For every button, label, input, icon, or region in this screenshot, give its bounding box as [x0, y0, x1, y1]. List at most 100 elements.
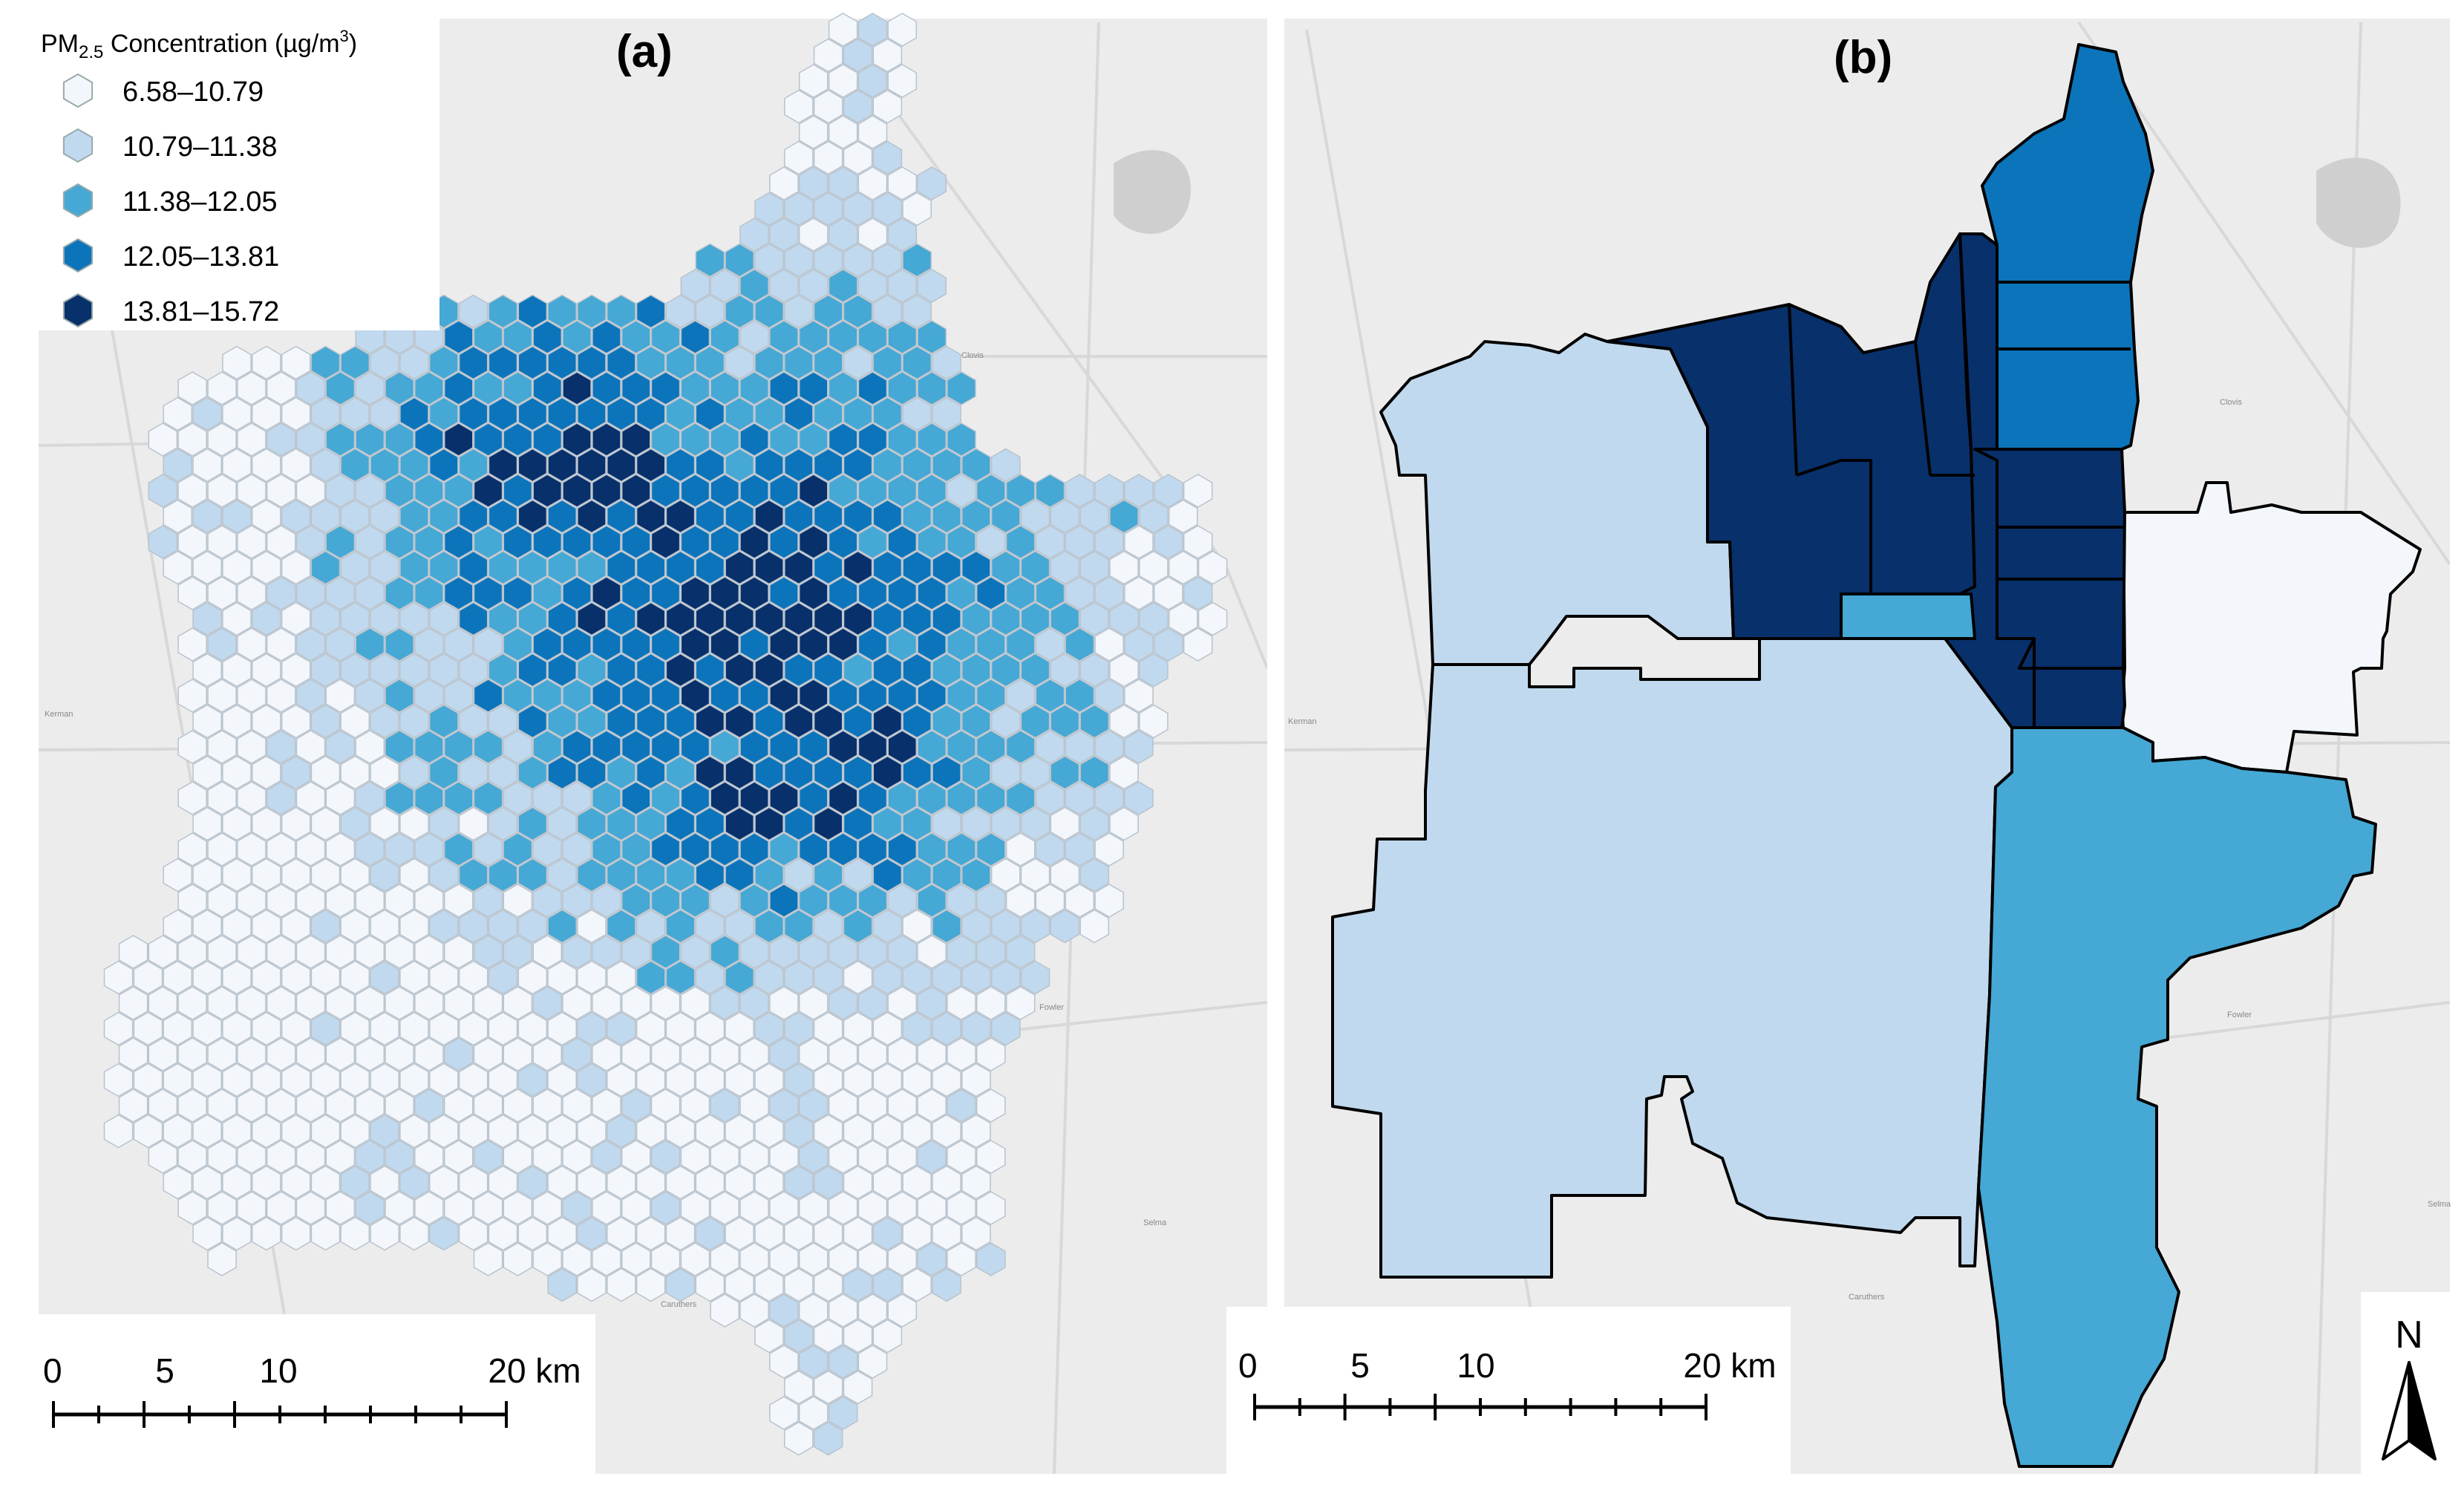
hexbin-cell: [902, 858, 932, 892]
hexbin-cell: [813, 909, 843, 944]
hexbin-cell: [207, 422, 237, 457]
hexbin-cell: [488, 755, 518, 790]
hexbin-cell: [577, 345, 607, 380]
hexbin-cell: [532, 627, 563, 662]
hexbin-cell: [784, 1216, 814, 1251]
hexbin-cell: [798, 422, 829, 457]
hexbin-cell: [754, 243, 784, 278]
hexbin-cell: [680, 576, 710, 610]
hexbin-cell: [592, 422, 621, 457]
hexbin-cell: [325, 1089, 356, 1123]
hexbin-cell: [680, 1242, 710, 1276]
hexbin-cell: [857, 1037, 888, 1071]
hexbin-cell: [813, 1011, 843, 1046]
hexbin-cell: [784, 345, 814, 380]
hexbin-cell: [355, 576, 385, 610]
hexbin-cell: [725, 653, 754, 688]
hexbin-cell: [547, 294, 577, 329]
hexbin-cell: [798, 781, 829, 815]
place-label-clovis-b: Clovis: [2220, 398, 2242, 407]
hexbin-cell: [680, 935, 710, 969]
hexbin-cell: [813, 1319, 843, 1354]
hexbin-cell: [414, 474, 444, 508]
hexbin-cell: [739, 422, 769, 457]
hexbin-cell: [488, 1216, 518, 1251]
hexbin-cell: [325, 1140, 356, 1174]
hexbin-cell: [310, 858, 341, 892]
hexbin-cell: [1020, 806, 1050, 841]
hexbin-cell: [532, 320, 563, 354]
hexbin-cell: [725, 1165, 754, 1200]
north-arrow-right-half: [2408, 1361, 2437, 1460]
hexbin-cell: [592, 781, 621, 815]
hexbin-cell: [769, 986, 799, 1020]
hexbin-cell: [710, 1293, 740, 1328]
hexbin-cell: [607, 806, 636, 841]
hexbin-cell: [1065, 679, 1095, 713]
hexbin-cell: [798, 474, 829, 508]
hexbin-cell: [148, 1140, 178, 1174]
hexbin-cell: [1005, 627, 1036, 662]
hexbin-cell: [163, 909, 193, 944]
hexbin-cell: [784, 243, 814, 278]
hexbin-cell: [798, 269, 829, 303]
hexbin-cell: [340, 1114, 370, 1149]
hexbin-cell: [828, 320, 858, 354]
hexbin-cell: [665, 1063, 696, 1097]
hexbin-cell: [725, 243, 754, 278]
hexbin-cell: [532, 1191, 563, 1225]
hexbin-cell: [961, 601, 991, 636]
hexbin-cell: [635, 396, 666, 431]
hexbin-cell: [562, 525, 592, 559]
hexbin-cell: [577, 1216, 607, 1251]
hexbin-cell: [385, 371, 414, 405]
hexbin-cell: [488, 960, 518, 995]
hexbin-cell: [103, 1063, 134, 1097]
hexbin-cell: [710, 320, 740, 354]
hexbin-cell: [458, 755, 488, 790]
hexbin-cell: [976, 474, 1006, 508]
hexbin-cell: [488, 448, 518, 483]
hexbin-cell: [222, 448, 252, 483]
hexbin-cell: [917, 525, 947, 559]
hexbin-cell: [266, 422, 296, 457]
hexbin-cell: [902, 653, 932, 688]
hexbin-cell: [177, 474, 207, 508]
hexbin-cell: [370, 909, 399, 944]
hexbin-cell: [340, 806, 370, 841]
hexbin-cell: [784, 89, 814, 124]
hexbin-cell: [488, 550, 518, 585]
hexbin-cell: [310, 704, 341, 739]
hexbin-cell: [1035, 730, 1065, 764]
hexbin-cell: [947, 371, 976, 405]
hexbin-cell: [473, 1089, 503, 1123]
hexbin-cell: [887, 1140, 918, 1174]
hexbin-cell: [517, 704, 548, 739]
hexbin-cell: [828, 679, 858, 713]
hexbin-cell: [739, 884, 769, 918]
hexbin-cell: [872, 140, 903, 175]
hexbin-cell: [1124, 627, 1154, 662]
hexbin-cell: [399, 1011, 429, 1046]
hexbin-cell: [813, 1421, 843, 1456]
hexbin-cell: [976, 832, 1006, 866]
hexbin-cell: [665, 909, 696, 944]
hexbin-cell: [1109, 653, 1139, 688]
hexbin-cell: [207, 1242, 237, 1276]
hexbin-cell: [177, 371, 207, 405]
hexbin-cell: [310, 345, 341, 380]
hexbin-cell: [784, 755, 814, 790]
hexbin-cell: [932, 448, 961, 483]
hexbin-cell: [917, 1191, 947, 1225]
hexbin-cell: [428, 1011, 459, 1046]
hexbin-cell: [932, 499, 961, 534]
hexbin-cell: [902, 396, 932, 431]
hexbin-cell: [488, 704, 518, 739]
hexbin-cell: [1020, 653, 1050, 688]
hexbin-cell: [488, 1114, 518, 1149]
hexbin-cell: [577, 294, 607, 329]
hexbin-cell: [665, 806, 696, 841]
hexbin-cell: [473, 371, 503, 405]
hexbin-cell: [532, 576, 563, 610]
hexbin-cell: [607, 1114, 636, 1149]
